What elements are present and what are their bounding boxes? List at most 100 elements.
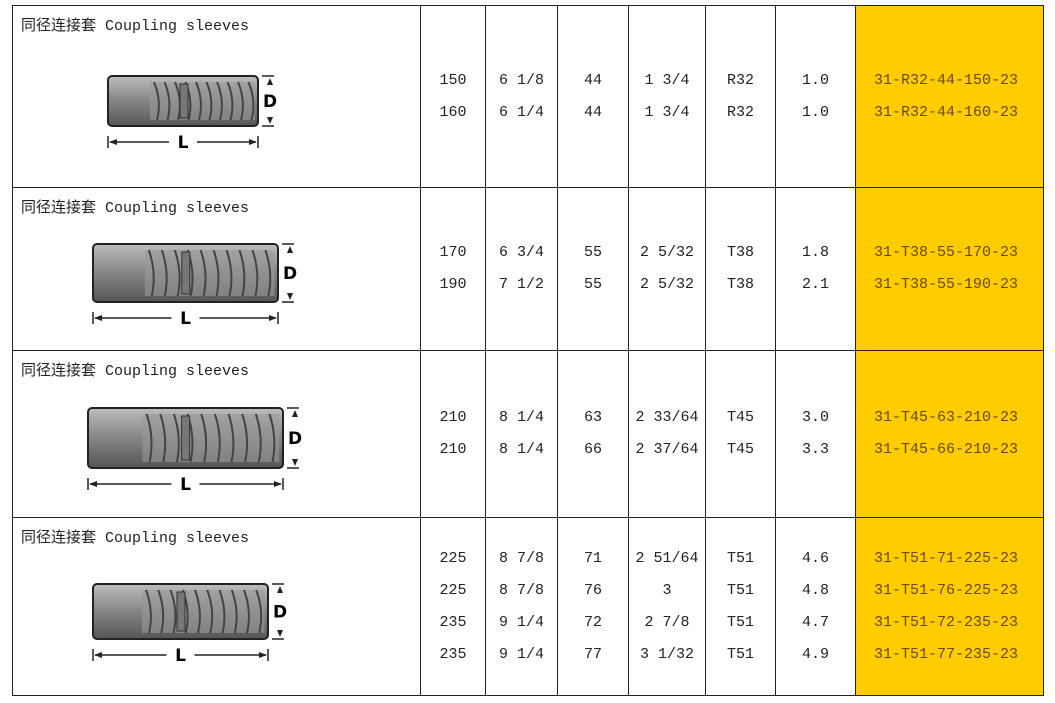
spec-value: 210 <box>439 409 467 426</box>
spec-cell: 1 3/4 1 3/4 <box>628 5 706 188</box>
section-title: 同径连接套 Coupling sleeves <box>21 363 250 380</box>
section-row: 同径连接套 Coupling sleeves D L 150 160 6 1/8 6 1/4… <box>12 5 1044 188</box>
spec-value: T38 <box>726 276 754 293</box>
spec-value: 235 <box>439 645 467 663</box>
spec-value: 1.0 <box>801 103 829 121</box>
part-number: 31-R32-44-150-23 <box>874 71 1019 89</box>
thread <box>169 589 177 634</box>
spec-cell: 2 51/64 3 2 7/8 3 1/32 <box>628 517 706 696</box>
part-number: 31-T38-55-170-23 <box>874 244 1019 261</box>
coupling-diagram: DL <box>87 407 302 495</box>
spec-value: 3.0 <box>801 409 829 426</box>
center-stop <box>181 251 191 295</box>
spec-value: 72 <box>583 613 602 631</box>
spec-cell: 210 210 <box>420 350 486 518</box>
spec-value: T51 <box>726 613 754 631</box>
coupling-diagram: DL <box>92 583 287 666</box>
spec-value: 66 <box>583 441 602 458</box>
spec-value: 225 <box>439 549 467 567</box>
thread <box>163 81 171 121</box>
spec-cell: 44 44 <box>557 5 629 188</box>
spec-value: 4.7 <box>801 613 829 631</box>
spec-value: T51 <box>726 581 754 599</box>
spec-cell: 1.0 1.0 <box>775 5 856 188</box>
spec-value: 225 <box>439 581 467 599</box>
spec-cell: 71 76 72 77 <box>557 517 629 696</box>
center-stop <box>181 415 191 461</box>
spec-value: T45 <box>726 409 754 426</box>
spec-value: 2 51/64 <box>635 549 699 567</box>
thread <box>227 413 235 463</box>
spec-cell: 6 1/8 6 1/4 <box>485 5 558 188</box>
thread <box>147 249 155 297</box>
thread <box>212 249 220 297</box>
spec-cell: 170 190 <box>420 187 486 351</box>
thread <box>160 249 168 297</box>
part-number-cell: 31-T51-71-225-23 31-T51-76-225-23 31-T51-7… <box>855 517 1044 696</box>
l-label: L <box>180 475 191 495</box>
diagram-cell: 同径连接套 Coupling sleeves D L <box>12 517 421 696</box>
spec-cell: 3.0 3.3 <box>775 350 856 518</box>
spec-cell: 4.6 4.8 4.7 4.9 <box>775 517 856 696</box>
thread <box>218 589 226 634</box>
thread <box>243 589 250 634</box>
section-row: 同径连接套 Coupling sleeves D L 225 225 235 235 8 7/… <box>12 517 1044 696</box>
thread <box>199 249 207 297</box>
spec-value: 4.8 <box>801 581 829 599</box>
thread <box>172 413 180 463</box>
thread <box>264 249 272 297</box>
spec-value: 2 37/64 <box>635 441 699 458</box>
spec-value: 8 1/4 <box>498 441 544 458</box>
section-row: 同径连接套 Coupling sleeves D L 170 190 6 3/4 7 1/2… <box>12 187 1044 351</box>
part-number-cell: 31-T45-63-210-23 31-T45-66-210-23 <box>855 350 1044 518</box>
d-arrow <box>292 410 298 466</box>
l-label: L <box>175 646 186 666</box>
thread <box>145 589 152 634</box>
spec-cell: 8 1/4 8 1/4 <box>485 350 558 518</box>
spec-value: R32 <box>726 103 754 121</box>
spec-value: 4.9 <box>801 645 829 663</box>
thread <box>205 81 213 121</box>
spec-value: 3 1/32 <box>639 645 694 663</box>
spec-value: 7 1/2 <box>498 276 544 293</box>
diagram-cell: 同径连接套 Coupling sleeves D L <box>12 187 421 351</box>
section-title: 同径连接套 Coupling sleeves <box>21 530 250 547</box>
l-label: L <box>178 133 189 153</box>
d-label: D <box>288 429 302 449</box>
spec-value: 55 <box>583 276 602 293</box>
part-number: 31-T38-55-190-23 <box>874 276 1019 293</box>
coupling-diagram: DL <box>107 75 277 153</box>
section-row: 同径连接套 Coupling sleeves D L 210 210 8 1/4 8 1/4… <box>12 350 1044 518</box>
spec-value: 6 1/4 <box>498 103 544 121</box>
spec-value: 44 <box>583 71 602 89</box>
thread <box>268 413 276 463</box>
center-stop <box>176 591 186 632</box>
spec-value: 2 5/32 <box>639 244 694 261</box>
part-number: 31-T51-76-225-23 <box>874 581 1019 599</box>
spec-value: T51 <box>726 549 754 567</box>
thread <box>225 249 233 297</box>
spec-cell: T51 T51 T51 T51 <box>705 517 776 696</box>
spec-value: 8 7/8 <box>498 549 544 567</box>
spec-value: 76 <box>583 581 602 599</box>
spec-cell: 2 5/32 2 5/32 <box>628 187 706 351</box>
spec-cell: 2 33/64 2 37/64 <box>628 350 706 518</box>
thread <box>153 81 160 121</box>
thread <box>237 81 244 121</box>
spec-value: T51 <box>726 645 754 663</box>
spec-value: 160 <box>439 103 467 121</box>
spec-value: 6 1/8 <box>498 71 544 89</box>
spec-value: 3 <box>662 581 672 599</box>
thread <box>241 413 249 463</box>
spec-value: 44 <box>583 103 602 121</box>
d-label: D <box>273 603 287 623</box>
section-title: 同径连接套 Coupling sleeves <box>21 18 250 35</box>
thread <box>255 589 263 634</box>
spec-value: 1 3/4 <box>644 71 690 89</box>
spec-value: 210 <box>439 441 467 458</box>
table-body: 同径连接套 Coupling sleeves D L 150 160 6 1/8 6 1/4… <box>12 5 1044 696</box>
spec-cell: 225 225 235 235 <box>420 517 486 696</box>
spec-value: 190 <box>439 276 467 293</box>
spec-value: 2.1 <box>801 276 829 293</box>
thread <box>251 249 259 297</box>
